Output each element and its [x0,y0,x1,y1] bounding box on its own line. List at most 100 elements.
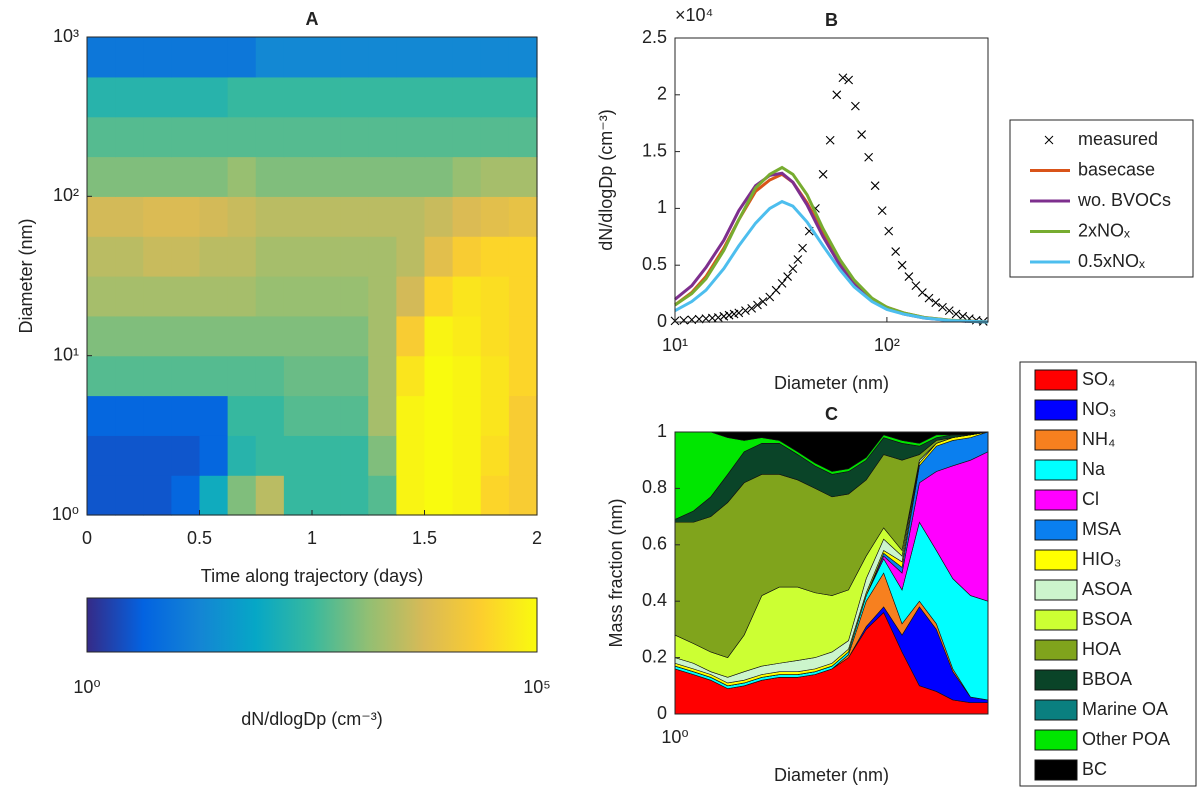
heat-cell [283,315,313,357]
heat-cell [227,315,257,357]
marker [904,272,914,281]
heat-cell [283,156,313,197]
legend-marker [1044,135,1054,145]
heat-cell [452,236,482,277]
heat-cell [340,435,369,476]
heat-cell [312,196,341,237]
x-tick-label: 2 [532,528,542,548]
heat-cell [227,76,257,118]
heat-cell [115,315,144,357]
heat-cell [368,395,397,436]
heat-cell [340,395,369,436]
heat-cell [143,37,172,78]
heat-cell [87,116,116,158]
marker [724,310,734,320]
heat-cell [452,156,482,197]
y-tick-label: 10⁰ [52,504,79,524]
heat-cell [508,355,538,397]
heat-cell [227,435,257,476]
heat-cell [199,395,229,436]
marker [713,313,723,322]
heat-cell [171,76,201,118]
heat-cell [368,435,397,476]
heat-cell [312,315,341,357]
heat-cell [199,355,229,397]
heat-cell [87,475,116,516]
heat-cell [396,156,426,197]
heat-cell [340,156,369,197]
heat-cell [396,76,426,118]
heat-cell [508,315,538,357]
marker [783,272,793,281]
heat-cell [283,475,313,516]
heat-cell [368,37,397,78]
heat-cell [480,315,510,357]
heat-cell [227,395,257,436]
y-tick-label: 2 [657,84,667,104]
legend-label: Marine OA [1082,699,1168,719]
heat-cell [508,196,538,237]
heat-cell [227,355,257,397]
legend-label: Cl [1082,489,1099,509]
heat-cell [283,236,313,277]
x-tick-label: 0 [82,528,92,548]
heat-cell [143,116,172,158]
heat-cell [283,395,313,436]
heat-cell [87,315,116,357]
x-tick-label: 10¹ [662,335,688,355]
y-tick-label: 10² [53,185,79,205]
marker [857,130,867,139]
legend-label: measured [1078,129,1158,149]
heat-cell [171,276,201,317]
heat-cell [227,276,257,317]
panel: ×10⁴ measured basecase wo. BVOCs 2xNOₓ 0.5xNO… [596,5,1194,393]
legend-swatch [1034,459,1078,481]
x-tick-label: 0.5 [187,528,212,548]
heat-cell [396,435,426,476]
marker [931,298,941,308]
y-tick-label: 0.2 [642,646,667,666]
legend-label: Na [1082,459,1106,479]
legend-swatch [1034,639,1078,661]
marker [798,243,807,253]
x-axis-label: Diameter (nm) [774,373,889,393]
heat-cell [452,395,482,436]
legend-swatch [1034,399,1078,421]
y-tick-label: 0.5 [642,254,667,274]
marker [897,260,907,270]
heat-cell [508,156,538,197]
heat-cell [480,37,510,78]
heat-cell [199,435,229,476]
heat-cell [171,395,201,436]
heat-cell [283,37,313,78]
heat-cell [480,475,510,516]
heat-cell [255,196,285,237]
heat-cell [171,156,201,197]
heat-cell [171,475,201,516]
legend-label: ASOA [1082,579,1132,599]
colorbar-tick-label: 10⁵ [523,677,550,697]
heat-cell [199,156,229,197]
y-tick-label: 0.4 [642,590,667,610]
heat-cell [508,435,538,476]
heat-cell [424,116,454,158]
legend-label: BSOA [1082,609,1132,629]
heat-cell [312,475,341,516]
heat-cell [227,236,257,277]
heat-cell [87,156,116,197]
marker [679,315,689,325]
heat-cell [171,37,201,78]
heat-cell [199,116,229,158]
heat-cell [340,116,369,158]
colorbar-tick-label: 10⁰ [73,677,100,697]
legend-label: NO₃ [1082,399,1116,419]
heat-cell [171,355,201,397]
heat-cell [396,116,426,158]
y-tick-label: 0.8 [642,477,667,497]
marker [758,297,768,306]
heat-cell [396,475,426,516]
marker [818,169,828,179]
legend-label: BBOA [1082,669,1132,689]
heat-cell [396,395,426,436]
